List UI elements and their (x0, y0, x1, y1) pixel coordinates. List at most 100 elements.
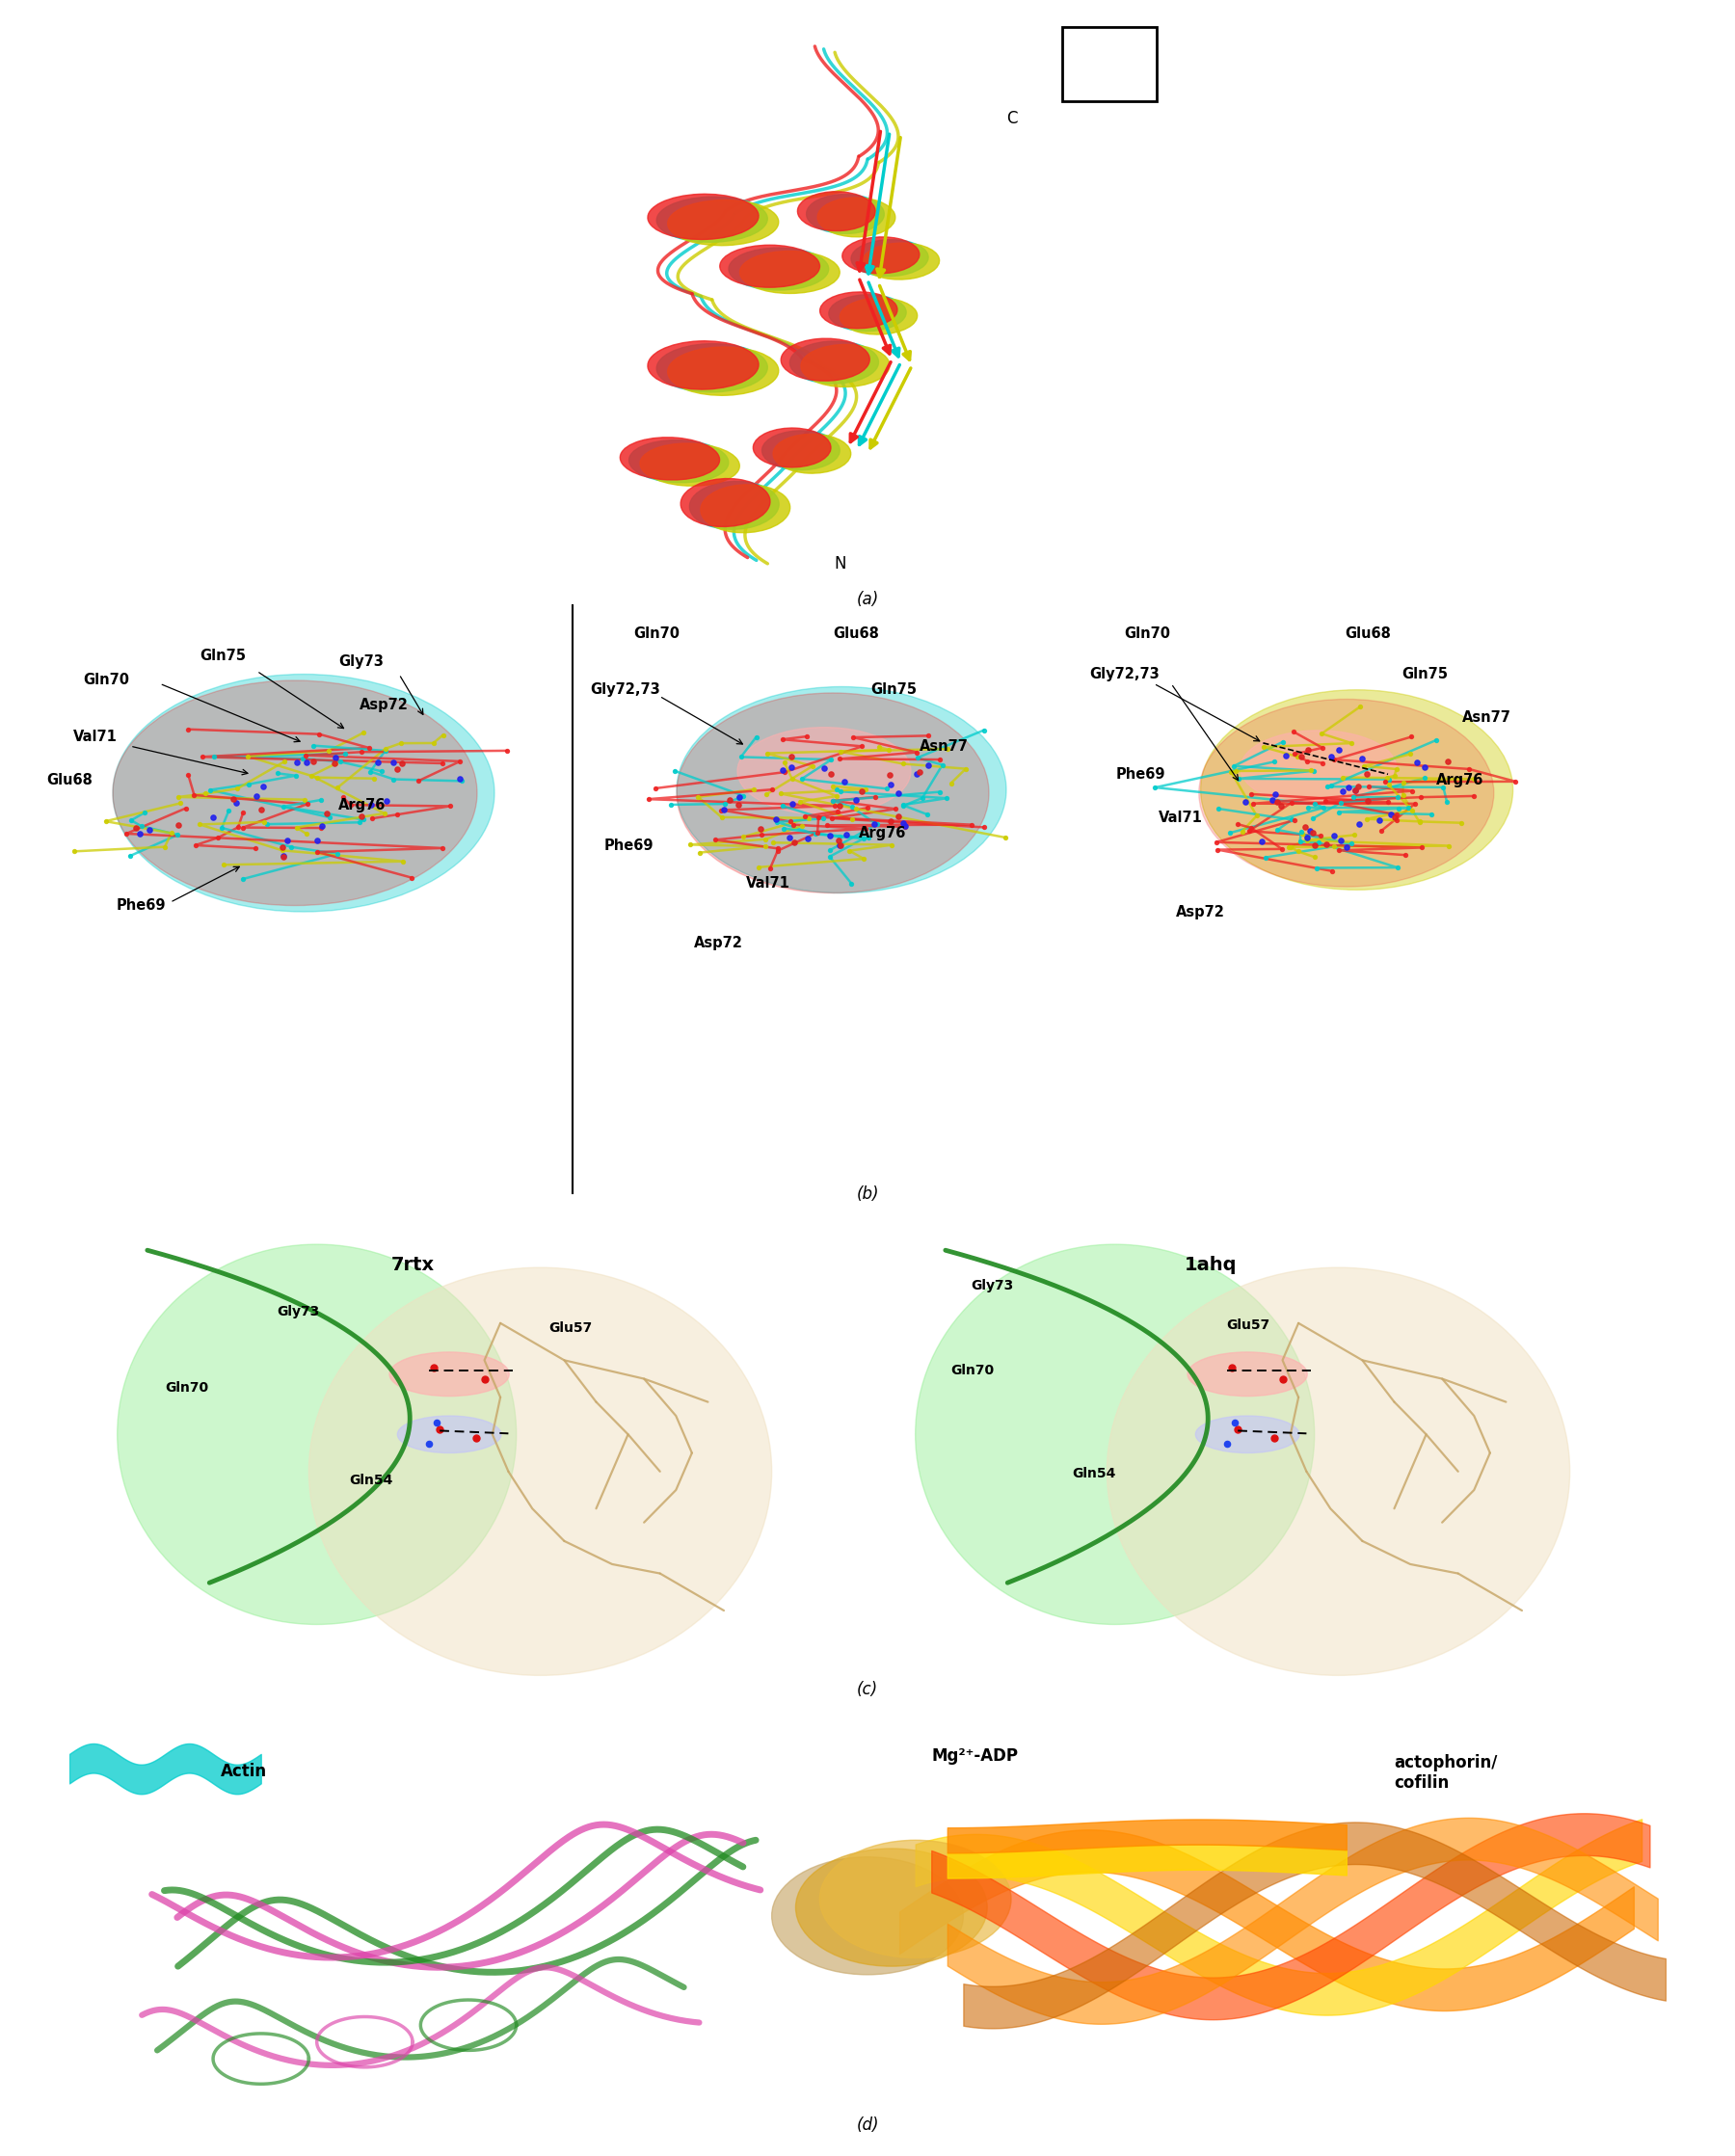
Point (241, 832, 269, 867)
Ellipse shape (821, 291, 897, 328)
Ellipse shape (781, 338, 869, 382)
Point (791, 800, 819, 834)
Point (1251, 841, 1279, 875)
Point (1280, 802, 1308, 837)
Ellipse shape (852, 239, 928, 276)
Point (356, 755, 383, 789)
Point (330, 780, 357, 815)
Point (836, 834, 864, 869)
Point (293, 787, 321, 821)
Point (127, 817, 154, 852)
Point (748, 817, 776, 852)
Point (116, 839, 144, 873)
Point (744, 849, 772, 884)
Point (269, 832, 297, 867)
Point (1232, 785, 1260, 819)
Text: Gly72,73: Gly72,73 (1090, 666, 1159, 681)
Point (1345, 770, 1372, 804)
Point (1381, 759, 1409, 793)
Point (850, 821, 878, 856)
Point (1301, 787, 1329, 821)
Point (269, 839, 297, 873)
Point (1326, 832, 1353, 867)
Point (1411, 761, 1438, 796)
Point (1293, 824, 1320, 858)
Point (174, 757, 201, 791)
Point (821, 789, 848, 824)
Text: (c): (c) (857, 1680, 878, 1697)
Ellipse shape (817, 198, 895, 237)
Text: Mg²⁺-ADP: Mg²⁺-ADP (932, 1749, 1018, 1766)
Ellipse shape (789, 341, 878, 384)
Point (182, 828, 210, 862)
Point (1216, 815, 1244, 849)
Point (1395, 791, 1423, 826)
Ellipse shape (668, 347, 779, 395)
Point (323, 770, 350, 804)
Text: actophorin/
cofilin: actophorin/ cofilin (1395, 1755, 1497, 1792)
Point (135, 813, 163, 847)
Point (826, 742, 854, 776)
Point (873, 772, 900, 806)
Point (1317, 740, 1345, 774)
Ellipse shape (772, 1856, 963, 1975)
Point (848, 774, 876, 808)
Point (756, 852, 784, 886)
Point (1435, 828, 1463, 862)
Point (838, 789, 866, 824)
Point (300, 729, 328, 763)
Point (815, 839, 843, 873)
Point (826, 735, 854, 770)
Point (1390, 778, 1417, 813)
Point (321, 746, 349, 780)
Point (1301, 841, 1329, 875)
Point (324, 837, 352, 871)
Point (200, 740, 227, 774)
Ellipse shape (668, 201, 779, 246)
Point (902, 735, 930, 770)
Point (337, 787, 364, 821)
Point (283, 811, 311, 845)
Point (833, 817, 861, 852)
Point (1204, 791, 1232, 826)
Point (113, 817, 141, 852)
Point (933, 731, 961, 765)
Point (1287, 815, 1315, 849)
Point (219, 780, 246, 815)
Text: 1ahq: 1ahq (1185, 1257, 1237, 1274)
Text: Gln70: Gln70 (951, 1365, 994, 1378)
Point (196, 772, 224, 806)
Point (1391, 839, 1419, 873)
Point (838, 802, 866, 837)
Point (236, 768, 264, 802)
Point (347, 735, 375, 770)
Point (293, 817, 321, 852)
Ellipse shape (113, 681, 477, 906)
Point (1433, 785, 1461, 819)
Point (852, 772, 880, 806)
Text: Gln70: Gln70 (1124, 625, 1171, 640)
Text: Gln75: Gln75 (200, 649, 246, 662)
Point (788, 808, 815, 843)
Point (809, 802, 836, 837)
Point (819, 783, 847, 817)
Point (229, 811, 257, 845)
Point (180, 778, 208, 813)
Point (1313, 770, 1341, 804)
Point (1350, 748, 1378, 783)
Ellipse shape (720, 246, 819, 287)
Point (762, 802, 789, 837)
Point (224, 811, 252, 845)
Point (1390, 765, 1417, 800)
Ellipse shape (829, 295, 906, 332)
Point (229, 796, 257, 830)
Point (307, 783, 335, 817)
Text: Asp72: Asp72 (359, 699, 408, 714)
Point (326, 744, 354, 778)
Point (881, 791, 909, 826)
Point (1308, 746, 1336, 780)
Point (850, 841, 878, 875)
Point (933, 780, 961, 815)
Point (1306, 819, 1334, 854)
Text: Val71: Val71 (1159, 811, 1202, 826)
